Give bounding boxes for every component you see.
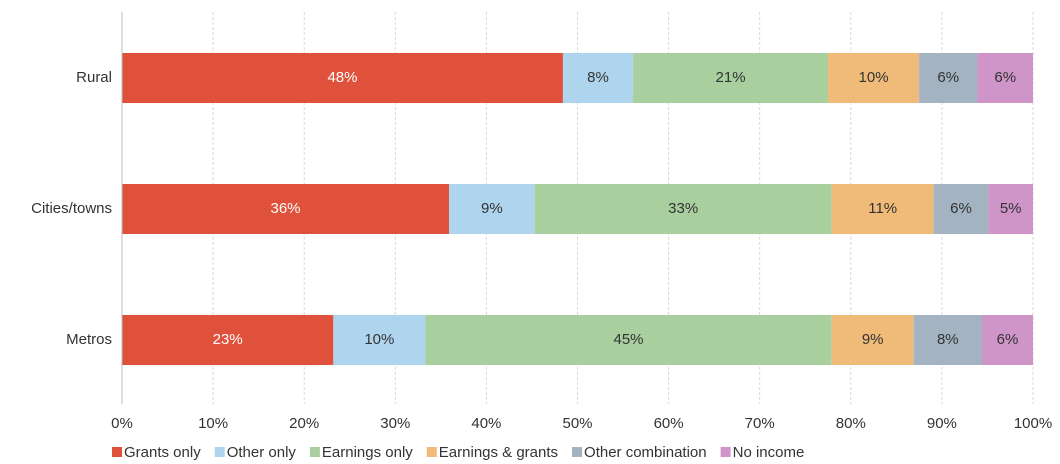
x-tick-label: 80% [836, 415, 866, 432]
data-label: 36% [271, 200, 301, 217]
y-tick-label: Metros [66, 331, 112, 348]
bar-segment [122, 315, 334, 365]
x-tick-label: 40% [471, 415, 501, 432]
x-tick-label: 20% [289, 415, 319, 432]
data-label: 23% [213, 331, 243, 348]
x-tick-label: 50% [562, 415, 592, 432]
x-tick-label: 30% [380, 415, 410, 432]
bar-segment [534, 184, 832, 234]
bar-segment [425, 315, 832, 365]
bar-segment [933, 184, 989, 234]
bar-segment [913, 315, 982, 365]
legend-marker [426, 447, 437, 457]
bar-segment [633, 53, 829, 103]
data-label: 6% [937, 69, 959, 86]
x-tick-label: 60% [654, 415, 684, 432]
data-label: 45% [614, 331, 644, 348]
data-label: 33% [668, 200, 698, 217]
bar-segment [562, 53, 634, 103]
data-label: 8% [937, 331, 959, 348]
legend-marker [112, 447, 122, 457]
x-tick-label: 10% [198, 415, 228, 432]
bar-segment [122, 53, 563, 103]
legend-label: Earnings only [322, 444, 413, 461]
bar-segment [977, 53, 1033, 103]
legend-marker [720, 447, 731, 457]
legend-label: Other combination [584, 444, 707, 461]
data-label: 5% [1000, 200, 1022, 217]
bar-segment [919, 53, 978, 103]
data-label: 9% [481, 200, 503, 217]
bar-segment [828, 53, 920, 103]
y-tick-label: Rural [76, 69, 112, 86]
data-label: 10% [859, 69, 889, 86]
bar-segment [831, 315, 914, 365]
legend-label: No income [733, 444, 805, 461]
bar-segment [333, 315, 426, 365]
data-label: 6% [994, 69, 1016, 86]
legend-marker [214, 447, 225, 457]
x-tick-label: 100% [1014, 415, 1052, 432]
bar-segment [981, 315, 1033, 365]
legend-label: Other only [227, 444, 297, 461]
legend-marker [309, 447, 320, 457]
bar-segment [449, 184, 535, 234]
data-label: 21% [716, 69, 746, 86]
y-tick-label: Cities/towns [31, 200, 112, 217]
bar-segment [988, 184, 1033, 234]
x-tick-label: 70% [745, 415, 775, 432]
data-label: 6% [950, 200, 972, 217]
legend-marker [572, 447, 583, 457]
legend-label: Earnings & grants [439, 444, 558, 461]
data-label: 10% [364, 331, 394, 348]
bar-segment [122, 184, 450, 234]
bar-segment [831, 184, 934, 234]
data-label: 6% [997, 331, 1019, 348]
data-label: 9% [862, 331, 884, 348]
legend-label: Grants only [124, 444, 201, 461]
x-tick-label: 0% [111, 415, 133, 432]
data-label: 8% [587, 69, 609, 86]
x-tick-label: 90% [927, 415, 957, 432]
data-label: 48% [327, 69, 357, 86]
data-label: 11% [868, 200, 897, 217]
